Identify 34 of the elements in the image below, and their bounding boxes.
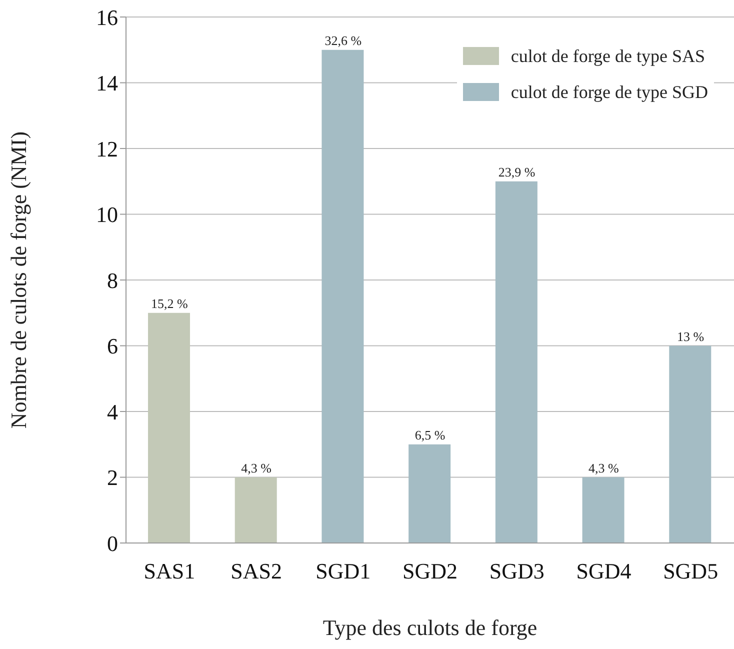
legend-label: culot de forge de type SAS [510,46,706,66]
bar [669,346,712,543]
y-tick-label: 2 [107,465,118,490]
y-tick-label: 4 [107,399,118,424]
x-tick-label: SGD2 [402,558,458,584]
legend-label: culot de forge de type SGD [510,82,708,102]
y-tick-label: 16 [96,4,118,30]
annotation: 13 % [677,328,704,344]
annotation: 6,5 % [414,427,446,442]
y-tick-label: 14 [96,70,118,96]
y-tick-label: 0 [107,530,118,556]
bar [322,50,364,543]
bar [495,181,538,543]
y-tick-label: 8 [107,268,118,293]
y-tick-label: 12 [96,136,118,162]
annotation: 4,3 % [241,460,272,476]
x-tick-label: SGD4 [576,558,632,584]
x-tick-label: SAS2 [230,558,282,584]
y-tick-label: 10 [96,202,118,228]
bar [148,312,190,543]
y-axis-title: Nombre de culots de forge (NMI) [6,131,31,429]
x-tick-label: SGD1 [316,558,371,584]
bar [408,444,451,543]
x-axis-title: Type des culots de forge [322,615,538,640]
annotation: 15,2 % [151,296,188,311]
y-tick-label: 6 [107,334,118,359]
bar [234,477,277,543]
annotation: 23,9 % [498,164,536,180]
bar [582,477,624,543]
x-tick-label: SGD5 [663,558,718,584]
x-tick-label: SAS1 [144,558,196,584]
annotation: 4,3 % [588,460,620,476]
x-tick-label: SGD3 [489,558,544,584]
annotation: 32,6 % [324,32,362,48]
